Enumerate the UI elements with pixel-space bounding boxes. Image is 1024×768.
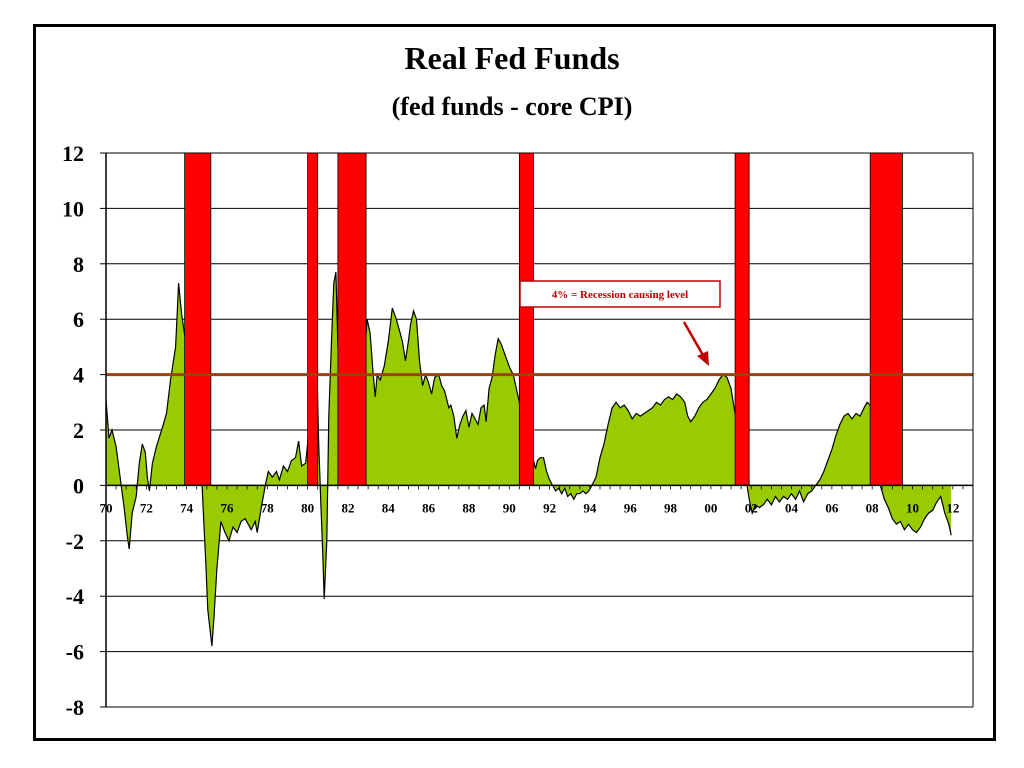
y-tick-label: -6 xyxy=(66,640,84,665)
recession-bar xyxy=(307,152,319,486)
x-tick-label: 92 xyxy=(543,500,556,515)
x-tick-label: 80 xyxy=(301,500,314,515)
series-line xyxy=(105,216,952,647)
x-tick-label: 70 xyxy=(100,500,113,515)
x-tick-label: 88 xyxy=(462,500,476,515)
y-tick-label: 0 xyxy=(73,473,84,498)
chart-title: Real Fed Funds xyxy=(404,40,620,76)
y-tick-label: -2 xyxy=(66,529,84,554)
x-tick-label: 96 xyxy=(624,500,638,515)
x-tick-label: 84 xyxy=(382,500,396,515)
x-tick-label: 08 xyxy=(866,500,880,515)
y-tick-label: -4 xyxy=(66,584,84,609)
recession-bar xyxy=(337,152,367,486)
y-tick-label: 8 xyxy=(73,252,84,277)
x-tick-label: 76 xyxy=(220,500,234,515)
x-tick-label: 78 xyxy=(261,500,275,515)
y-tick-label: 2 xyxy=(73,418,84,443)
y-tick-label: 12 xyxy=(62,141,84,166)
x-tick-label: 74 xyxy=(180,500,194,515)
x-tick-label: 94 xyxy=(583,500,597,515)
chart-subtitle: (fed funds - core CPI) xyxy=(391,92,633,121)
annotation-box xyxy=(519,280,721,308)
y-tick-label: 10 xyxy=(62,196,84,221)
recession-bar xyxy=(734,152,750,486)
annotation-label: 4% = Recession causing level xyxy=(552,289,688,301)
x-tick-label: 86 xyxy=(422,500,436,515)
y-tick-label: 6 xyxy=(73,307,84,332)
chart-frame xyxy=(33,24,996,741)
x-tick-label: 90 xyxy=(503,500,516,515)
y-tick-label: 4 xyxy=(73,363,84,388)
x-tick-label: 98 xyxy=(664,500,678,515)
y-tick-label: -8 xyxy=(66,695,84,720)
x-tick-label: 12 xyxy=(946,500,959,515)
x-tick-label: 02 xyxy=(745,500,758,515)
x-tick-label: 10 xyxy=(906,500,919,515)
recession-bar xyxy=(184,152,212,486)
x-tick-label: 04 xyxy=(785,500,799,515)
x-tick-label: 06 xyxy=(825,500,839,515)
x-tick-label: 00 xyxy=(704,500,717,515)
annotation-arrow-head xyxy=(697,351,709,366)
x-tick-label: 82 xyxy=(341,500,354,515)
recession-bar xyxy=(869,152,903,486)
recession-bar xyxy=(518,152,534,486)
annotation-arrow-shaft xyxy=(682,321,706,358)
x-tick-label: 72 xyxy=(140,500,153,515)
